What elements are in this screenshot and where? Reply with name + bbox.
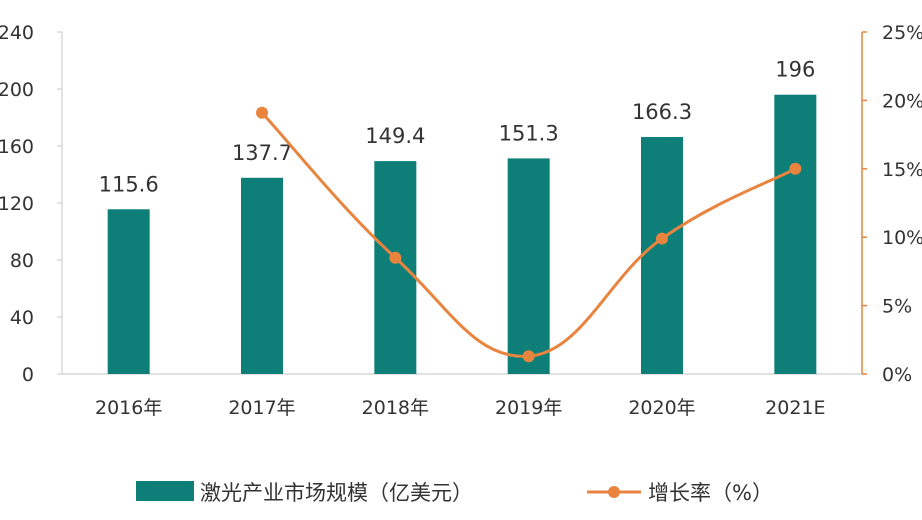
right-tick-label: 0% bbox=[882, 364, 912, 386]
left-tick-label: 40 bbox=[10, 307, 34, 329]
x-tick-label: 2016年 bbox=[95, 397, 162, 419]
right-tick-label: 10% bbox=[882, 227, 922, 249]
left-tick-label: 120 bbox=[0, 193, 34, 215]
growth-rate-point bbox=[256, 106, 268, 119]
bar bbox=[507, 158, 550, 374]
legend-bar-swatch bbox=[136, 481, 194, 501]
right-tick-label: 5% bbox=[882, 296, 912, 318]
bar-data-label: 115.6 bbox=[99, 172, 159, 196]
x-tick-label: 2017年 bbox=[228, 397, 295, 419]
legend: 激光产业市场规模（亿美元） 增长率（%） bbox=[136, 481, 773, 505]
growth-rate-point bbox=[389, 251, 402, 264]
bar bbox=[774, 94, 817, 374]
left-tick-label: 160 bbox=[0, 136, 34, 158]
right-tick-label: 15% bbox=[882, 159, 922, 181]
bar-data-label: 149.4 bbox=[365, 124, 425, 148]
left-tick-label: 0 bbox=[22, 364, 34, 386]
bar bbox=[374, 161, 417, 374]
left-tick-label: 200 bbox=[0, 79, 34, 101]
bar-data-label: 137.7 bbox=[232, 141, 292, 165]
bar bbox=[641, 137, 683, 374]
right-tick-label: 20% bbox=[882, 90, 922, 112]
left-tick-label: 240 bbox=[0, 22, 34, 44]
legend-bar-label: 激光产业市场规模（亿美元） bbox=[200, 481, 473, 505]
growth-rate-point bbox=[789, 162, 802, 175]
x-tick-label: 2021E bbox=[765, 397, 825, 419]
left-tick-label: 80 bbox=[10, 250, 34, 272]
bar bbox=[107, 209, 150, 374]
growth-rate-point bbox=[522, 350, 535, 363]
right-tick-label: 25% bbox=[882, 22, 922, 44]
x-tick-label: 2019年 bbox=[495, 397, 562, 419]
x-tick-label: 2020年 bbox=[628, 397, 695, 419]
legend-line-marker bbox=[608, 486, 620, 498]
x-tick-label: 2018年 bbox=[362, 397, 429, 419]
bar-data-label: 196 bbox=[775, 58, 815, 82]
growth-rate-point bbox=[656, 232, 668, 245]
legend-line-label: 增长率（%） bbox=[648, 481, 773, 505]
bar bbox=[241, 177, 283, 374]
bar-data-label: 151.3 bbox=[499, 121, 559, 145]
bar-data-label: 166.3 bbox=[632, 100, 692, 124]
plot-area: 0 40 80 120 160 200 240 0% 5% 10% 15% 20% 25% 2016年 20… bbox=[0, 22, 922, 419]
